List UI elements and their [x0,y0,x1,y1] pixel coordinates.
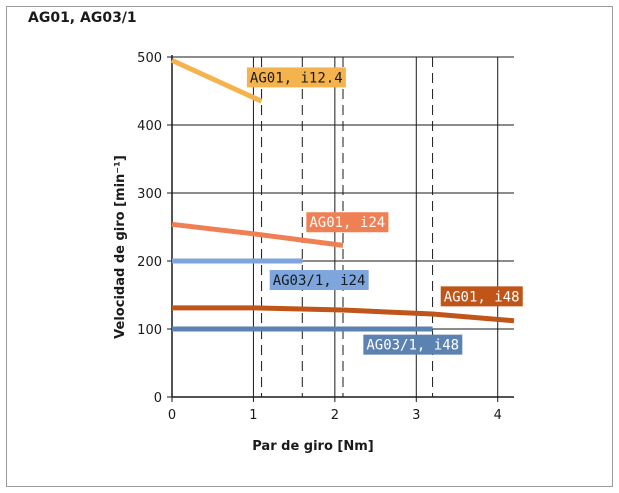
series-label-0: AG01, i12.4 [250,70,343,86]
axes: 0 100 200 300 400 500 0 1 2 3 4 [137,51,514,423]
series-label-box-4 [363,334,463,355]
series-label-4: AG03/1, i48 [366,338,459,354]
series-label-3: AG01, i48 [444,289,520,305]
y-axis-label: Velocidad de giro [min⁻¹] [113,155,128,339]
y-tick-label-200: 200 [137,255,162,270]
series-line-3 [172,305,515,324]
series-label-box-3 [440,286,523,307]
y-tick-label-100: 100 [137,323,162,338]
series-group [170,58,515,332]
series-labels: AG01, i12.4 AG01, i24 AG03/1, i24 AG01, i48… [246,67,523,355]
y-tick-label-0: 0 [154,391,162,406]
x-axis-label: Par de giro [Nm] [252,439,373,454]
x-tick-label-0: 0 [168,408,176,423]
series-label-box-0 [246,67,346,88]
x-tick-label-2: 2 [331,408,339,423]
y-tick-label-400: 400 [137,119,162,134]
x-tick-label-4: 4 [494,408,502,423]
y-tick-label-500: 500 [137,51,162,66]
x-tick-label-1: 1 [249,408,257,423]
series-line-0 [170,58,263,104]
y-tick-label-300: 300 [137,187,162,202]
series-line-1 [171,221,344,248]
series-label-2: AG03/1, i24 [273,273,366,289]
x-tick-label-3: 3 [412,408,420,423]
series-label-box-2 [269,270,369,291]
series-label-1: AG01, i24 [309,215,385,231]
chart-title: AG01, AG03/1 [28,10,137,26]
series-label-box-1 [306,212,389,233]
